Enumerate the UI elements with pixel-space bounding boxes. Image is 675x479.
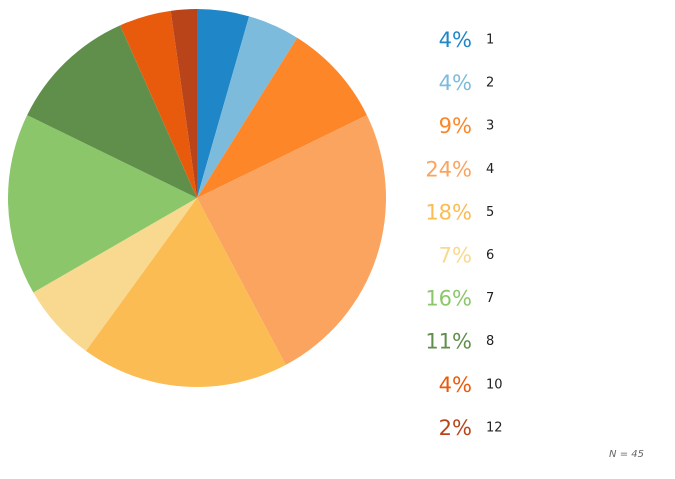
pie-slice-12 [170,9,197,198]
legend-percent-2: 4% [439,71,472,95]
sample-size-label: N = 45 [609,449,644,460]
legend-percent-12: 2% [439,416,472,440]
legend-label-4: 4 [486,162,494,177]
legend-percent-4: 24% [425,157,472,181]
pie-slice-5 [85,198,286,387]
pie-slice-10 [120,10,197,199]
legend-percent-10: 4% [439,373,472,397]
legend-label-8: 8 [486,334,494,349]
pie-slice-4 [197,115,386,365]
legend-label-1: 1 [486,33,494,48]
pie-slice-1 [197,9,250,198]
legend-label-12: 12 [486,420,503,435]
legend-percent-1: 4% [439,28,472,52]
legend-percent-5: 18% [425,200,472,224]
legend-percent-8: 11% [425,330,472,354]
legend: 4% 1 4% 2 9% 3 24% 4 18% 5 7% 6 16% 7 11% 8 4% 10 2% 12 [425,28,502,440]
pie-slice-7 [8,115,197,293]
legend-percent-3: 9% [439,114,472,138]
legend-label-2: 2 [486,76,494,91]
legend-percent-6: 7% [439,244,472,268]
pie-slice-3 [197,37,367,198]
pie-slice-6 [33,198,197,351]
legend-label-7: 7 [486,291,494,306]
pie-slice-8 [27,25,197,199]
legend-label-5: 5 [486,205,494,220]
pie-slice-2 [197,16,298,198]
legend-percent-7: 16% [425,287,472,311]
legend-label-6: 6 [486,248,494,263]
legend-label-10: 10 [486,377,503,392]
pie-slices [8,9,386,387]
legend-label-3: 3 [486,119,494,134]
